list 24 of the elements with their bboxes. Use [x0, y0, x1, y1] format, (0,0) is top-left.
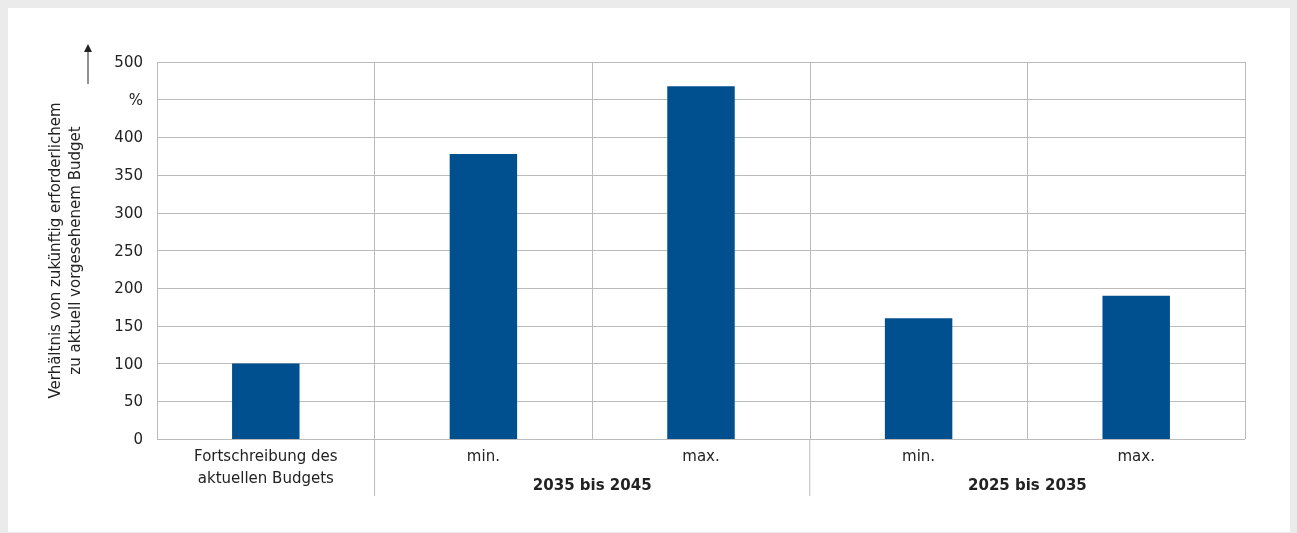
y-tick-label: 250 [114, 241, 143, 260]
y-tick-label: 100 [114, 354, 143, 373]
text: 2025 bis 2035 [968, 475, 1087, 494]
y-tick-label: 0 [133, 430, 143, 448]
bar [1102, 295, 1170, 439]
text: % [128, 90, 143, 109]
x-tick-label: max. [682, 447, 720, 465]
y-tick-label: 500 [114, 53, 143, 71]
y-tick-label: 400 [114, 128, 143, 147]
bar [232, 363, 300, 439]
x-tick-label: min. [902, 447, 936, 465]
bar [667, 86, 735, 439]
x-tick-label: max. [1117, 447, 1155, 465]
y-tick-label: 300 [114, 203, 143, 222]
y-axis-title: Verhältnis von zukünftig erforderlichem zu aktuell vorgesehenem Budget [46, 102, 84, 399]
y-tick-label: 350 [114, 166, 143, 185]
bar [884, 318, 953, 439]
text: 2035 bis 2045 [532, 475, 652, 494]
y-tick-label: 50 [123, 392, 143, 411]
bar [449, 153, 518, 439]
y-tick-label: 150 [114, 316, 143, 335]
x-tick-label: Fortschreibung des aktuellen Budgets [194, 447, 338, 487]
y-tick-label: 200 [114, 279, 143, 298]
x-tick-label: min. [466, 447, 500, 465]
